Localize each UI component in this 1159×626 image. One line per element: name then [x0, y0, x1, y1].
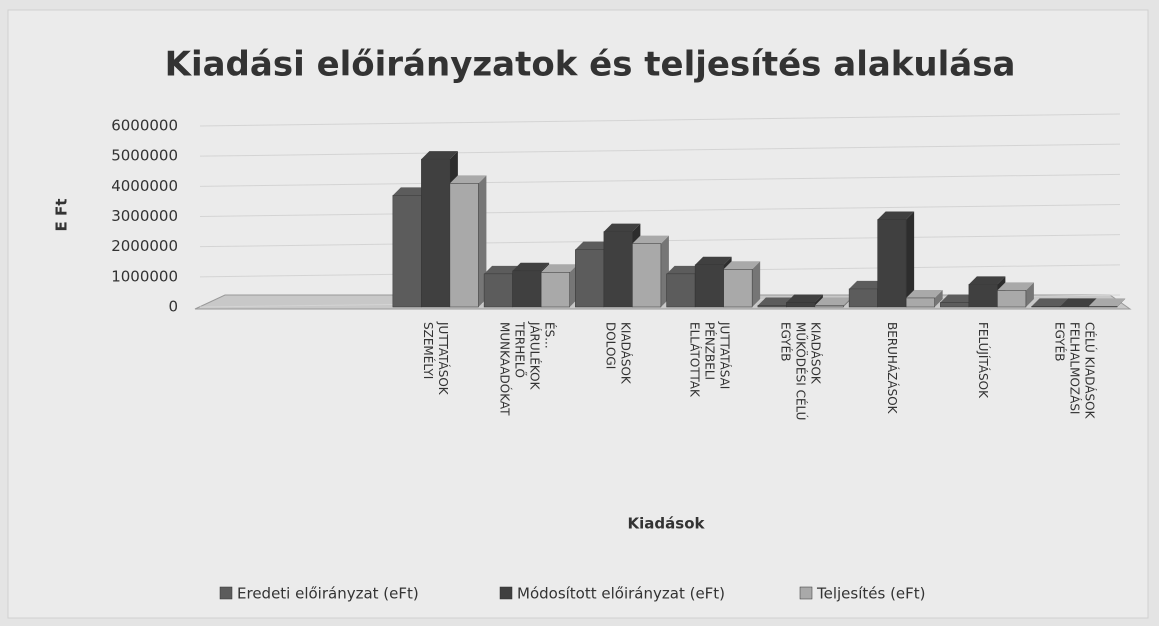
chart-title: Kiadási előirányzatok és teljesítés alak… — [165, 45, 1016, 85]
bar-top — [421, 151, 458, 160]
bar-top — [814, 297, 852, 306]
bar-side — [1025, 282, 1034, 307]
bar-top — [666, 265, 704, 274]
y-tick-label: 0 — [168, 298, 178, 316]
bar — [392, 195, 422, 308]
bar — [632, 243, 662, 308]
bar-top — [603, 223, 641, 232]
bar-top — [632, 235, 669, 244]
bar — [449, 183, 479, 308]
bar — [968, 284, 998, 308]
grid-line — [199, 173, 1121, 187]
bar-side — [906, 211, 915, 307]
bar — [512, 270, 542, 308]
bar — [786, 302, 816, 308]
x-axis-title: Kiadások — [628, 515, 706, 533]
bar — [757, 305, 787, 308]
bar — [1031, 306, 1061, 308]
x-tick-label: ELLÁTOTTAKPÉNZBELIJUTTATÁSAI — [688, 321, 733, 398]
bar-top — [757, 297, 795, 306]
bar — [603, 231, 633, 308]
bar-top — [940, 294, 977, 303]
bar — [723, 269, 753, 308]
bar — [848, 288, 878, 308]
bar-top — [1031, 298, 1069, 307]
legend-label: Teljesítés (eFt) — [816, 585, 926, 603]
bar-top — [906, 289, 943, 298]
bar-top — [449, 175, 487, 184]
y-tick-label: 2000000 — [111, 237, 178, 255]
y-tick-label: 4000000 — [111, 177, 178, 195]
legend-swatch — [499, 586, 513, 600]
bar-top — [512, 262, 550, 271]
y-tick-label: 3000000 — [111, 207, 178, 225]
bar — [540, 272, 570, 308]
bar — [483, 273, 513, 308]
bar — [877, 219, 907, 308]
x-tick-label: DOLOGIKIADÁSOK — [604, 322, 634, 385]
legend-swatch — [799, 586, 813, 600]
y-tick-label: 5000000 — [111, 147, 178, 165]
bar — [814, 305, 844, 308]
bar — [905, 297, 935, 308]
bar-top — [877, 211, 915, 220]
grid-line — [199, 204, 1121, 217]
legend-label: Módosított előirányzat (eFt) — [517, 585, 725, 603]
bar-top — [695, 256, 732, 265]
bar — [575, 249, 605, 308]
bar — [421, 158, 451, 308]
chart-area — [7, 9, 1149, 619]
bar-top — [997, 282, 1034, 291]
bar — [666, 273, 696, 308]
bar-top — [541, 264, 578, 273]
grid-line — [199, 143, 1121, 157]
bar — [694, 264, 724, 308]
bar-top — [1088, 298, 1126, 307]
grid-line — [199, 113, 1121, 127]
x-tick-label: MUNKAADÓKATTERHELŐJÁRULÉKOKÉS... — [498, 321, 558, 416]
bar-top — [392, 187, 430, 196]
y-axis-title: E Ft — [53, 199, 71, 232]
bar-top — [1060, 298, 1097, 307]
x-tick-label: SZEMÉLYIJUTTATÁSOK — [422, 321, 452, 396]
x-tick-label: BERUHÁZÁSOK — [885, 322, 900, 415]
y-tick-label: 1000000 — [111, 267, 178, 285]
bar-side — [934, 289, 943, 307]
bar-top — [849, 280, 886, 289]
bar-top — [786, 294, 823, 303]
y-tick-label: 6000000 — [111, 117, 178, 135]
bar-top — [723, 261, 761, 270]
bar — [940, 302, 970, 308]
bar — [997, 290, 1027, 308]
x-tick-label: EGYÉBFELHALMOZÁSICÉLÚ KIADÁSOK — [1053, 322, 1098, 420]
bar — [1059, 306, 1089, 308]
x-tick-label: EGYÉBMŰKÖDÉSI CÉLÚKIADÁSOK — [779, 322, 824, 420]
bar-side — [1117, 298, 1126, 307]
bar — [1088, 306, 1118, 308]
bar-top — [484, 265, 521, 274]
x-tick-label: FELÚJÍTÁSOK — [977, 322, 992, 399]
bar-top — [968, 276, 1006, 285]
bar-side — [752, 261, 761, 307]
bar-top — [575, 241, 612, 250]
legend-swatch — [219, 586, 233, 600]
legend-label: Eredeti előirányzat (eFt) — [237, 585, 419, 603]
